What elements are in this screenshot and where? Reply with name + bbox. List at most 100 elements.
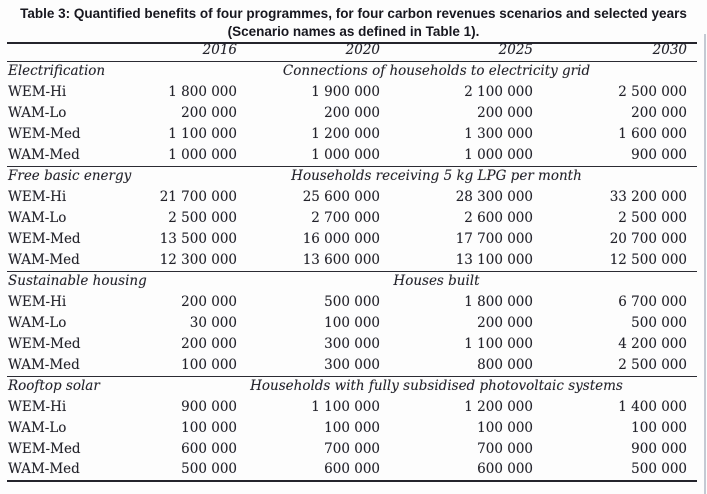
- value-cell: 2 600 000: [464, 209, 533, 226]
- scenario-cell: WEM-Med: [8, 230, 81, 247]
- scenario-cell: WEM-Med: [8, 335, 81, 352]
- value-cell: 13 600 000: [302, 251, 380, 268]
- scenario-cell: WAM-Med: [8, 146, 80, 163]
- value-cell: 17 700 000: [455, 230, 533, 247]
- programme-cell: Rooftop solar: [7, 375, 100, 397]
- year-header: 2030: [652, 42, 687, 58]
- table-row: WEM-Hi 1 800 000 1 900 000 2 100 000 2 5…: [7, 82, 697, 103]
- scenario-cell: WAM-Med: [8, 251, 80, 268]
- table-row: WAM-Lo 100 000 100 000 100 000 100 000: [7, 418, 697, 439]
- value-cell: 1 800 000: [464, 293, 533, 310]
- value-cell: 2 500 000: [618, 209, 687, 226]
- table-row: WAM-Med 500 000 600 000 600 000 500 000: [7, 460, 697, 481]
- value-cell: 200 000: [477, 104, 533, 121]
- value-cell: 1 600 000: [618, 125, 687, 142]
- value-cell: 12 300 000: [159, 251, 237, 268]
- value-cell: 2 500 000: [168, 209, 237, 226]
- value-cell: 13 500 000: [159, 230, 237, 247]
- table-row: WEM-Med 600 000 700 000 700 000 900 000: [7, 439, 697, 460]
- table-row: WEM-Hi 21 700 000 25 600 000 28 300 000 …: [7, 187, 697, 208]
- table-row: WAM-Med 1 000 000 1 000 000 1 000 000 90…: [7, 145, 697, 166]
- year-header: 2020: [345, 42, 380, 58]
- value-cell: 1 100 000: [168, 125, 237, 142]
- value-cell: 4 200 000: [618, 335, 687, 352]
- value-cell: 1 000 000: [464, 146, 533, 163]
- section-header-row: Rooftop solar Households with fully subs…: [7, 375, 697, 397]
- metric-cell: Households receiving 5 kg LPG per month: [94, 165, 697, 187]
- value-cell: 600 000: [477, 461, 533, 478]
- table-row: WAM-Lo 30 000 100 000 200 000 500 000: [7, 313, 697, 334]
- year-header-row: 2016 2020 2025 2030: [7, 43, 697, 61]
- metric-cell: Households with fully subsidised photovo…: [94, 375, 697, 397]
- metric-cell: Houses built: [94, 270, 697, 292]
- value-cell: 500 000: [631, 461, 687, 478]
- value-cell: 1 900 000: [311, 83, 380, 100]
- scenario-cell: WEM-Hi: [8, 83, 67, 100]
- value-cell: 28 300 000: [455, 188, 533, 205]
- scenario-cell: WEM-Med: [8, 125, 81, 142]
- value-cell: 30 000: [189, 314, 237, 331]
- value-cell: 100 000: [631, 419, 687, 436]
- scenario-cell: WAM-Lo: [8, 314, 67, 331]
- value-cell: 100 000: [181, 356, 237, 373]
- value-cell: 500 000: [324, 293, 380, 310]
- scenario-cell: WEM-Hi: [8, 293, 67, 310]
- scenario-cell: WAM-Lo: [8, 104, 67, 121]
- programme-cell: Free basic energy: [7, 165, 131, 187]
- section-header-row: Electrification Connections of household…: [7, 60, 697, 82]
- value-cell: 2 100 000: [464, 83, 533, 100]
- value-cell: 1 000 000: [311, 146, 380, 163]
- benefits-table: 2016 2020 2025 2030 Electrification Conn…: [7, 42, 697, 482]
- value-cell: 100 000: [181, 419, 237, 436]
- value-cell: 900 000: [631, 146, 687, 163]
- corner-cell: [7, 43, 94, 61]
- value-cell: 200 000: [181, 335, 237, 352]
- value-cell: 900 000: [631, 440, 687, 457]
- value-cell: 200 000: [631, 104, 687, 121]
- value-cell: 2 500 000: [618, 356, 687, 373]
- value-cell: 900 000: [181, 398, 237, 415]
- value-cell: 1 000 000: [168, 146, 237, 163]
- scenario-cell: WAM-Lo: [8, 419, 67, 436]
- year-header: 2025: [498, 42, 533, 58]
- year-header: 2016: [202, 42, 237, 58]
- scenario-cell: WAM-Med: [8, 356, 80, 373]
- value-cell: 200 000: [324, 104, 380, 121]
- scenario-cell: WAM-Lo: [8, 209, 67, 226]
- value-cell: 1 100 000: [464, 335, 533, 352]
- table-row: WAM-Med 100 000 300 000 800 000 2 500 00…: [7, 355, 697, 376]
- metric-cell: Connections of households to electricity…: [94, 60, 697, 82]
- table-row: WAM-Lo 200 000 200 000 200 000 200 000: [7, 103, 697, 124]
- table-row: WEM-Med 13 500 000 16 000 000 17 700 000…: [7, 229, 697, 250]
- value-cell: 16 000 000: [302, 230, 380, 247]
- programme-cell: Electrification: [7, 60, 105, 82]
- value-cell: 1 300 000: [464, 125, 533, 142]
- scenario-cell: WAM-Med: [8, 461, 80, 478]
- value-cell: 300 000: [324, 335, 380, 352]
- scenario-cell: WEM-Med: [8, 440, 81, 457]
- table-row: WEM-Med 1 100 000 1 200 000 1 300 000 1 …: [7, 124, 697, 145]
- value-cell: 500 000: [631, 314, 687, 331]
- value-cell: 1 200 000: [464, 398, 533, 415]
- value-cell: 600 000: [181, 440, 237, 457]
- value-cell: 700 000: [324, 440, 380, 457]
- value-cell: 500 000: [181, 461, 237, 478]
- value-cell: 200 000: [477, 314, 533, 331]
- section-header-row: Free basic energy Households receiving 5…: [7, 165, 697, 187]
- value-cell: 6 700 000: [618, 293, 687, 310]
- value-cell: 33 200 000: [609, 188, 687, 205]
- table-caption: Table 3: Quantified benefits of four pro…: [20, 6, 687, 39]
- table-row: WEM-Med 200 000 300 000 1 100 000 4 200 …: [7, 334, 697, 355]
- programme-cell: Sustainable housing: [7, 270, 147, 292]
- table-row: WEM-Hi 900 000 1 100 000 1 200 000 1 400…: [7, 397, 697, 418]
- value-cell: 1 100 000: [311, 398, 380, 415]
- scenario-cell: WEM-Hi: [8, 398, 67, 415]
- value-cell: 700 000: [477, 440, 533, 457]
- value-cell: 200 000: [181, 104, 237, 121]
- table-row: WEM-Hi 200 000 500 000 1 800 000 6 700 0…: [7, 292, 697, 313]
- value-cell: 100 000: [324, 314, 380, 331]
- value-cell: 2 700 000: [311, 209, 380, 226]
- table-row: WAM-Med 12 300 000 13 600 000 13 100 000…: [7, 250, 697, 271]
- value-cell: 100 000: [324, 419, 380, 436]
- value-cell: 800 000: [477, 356, 533, 373]
